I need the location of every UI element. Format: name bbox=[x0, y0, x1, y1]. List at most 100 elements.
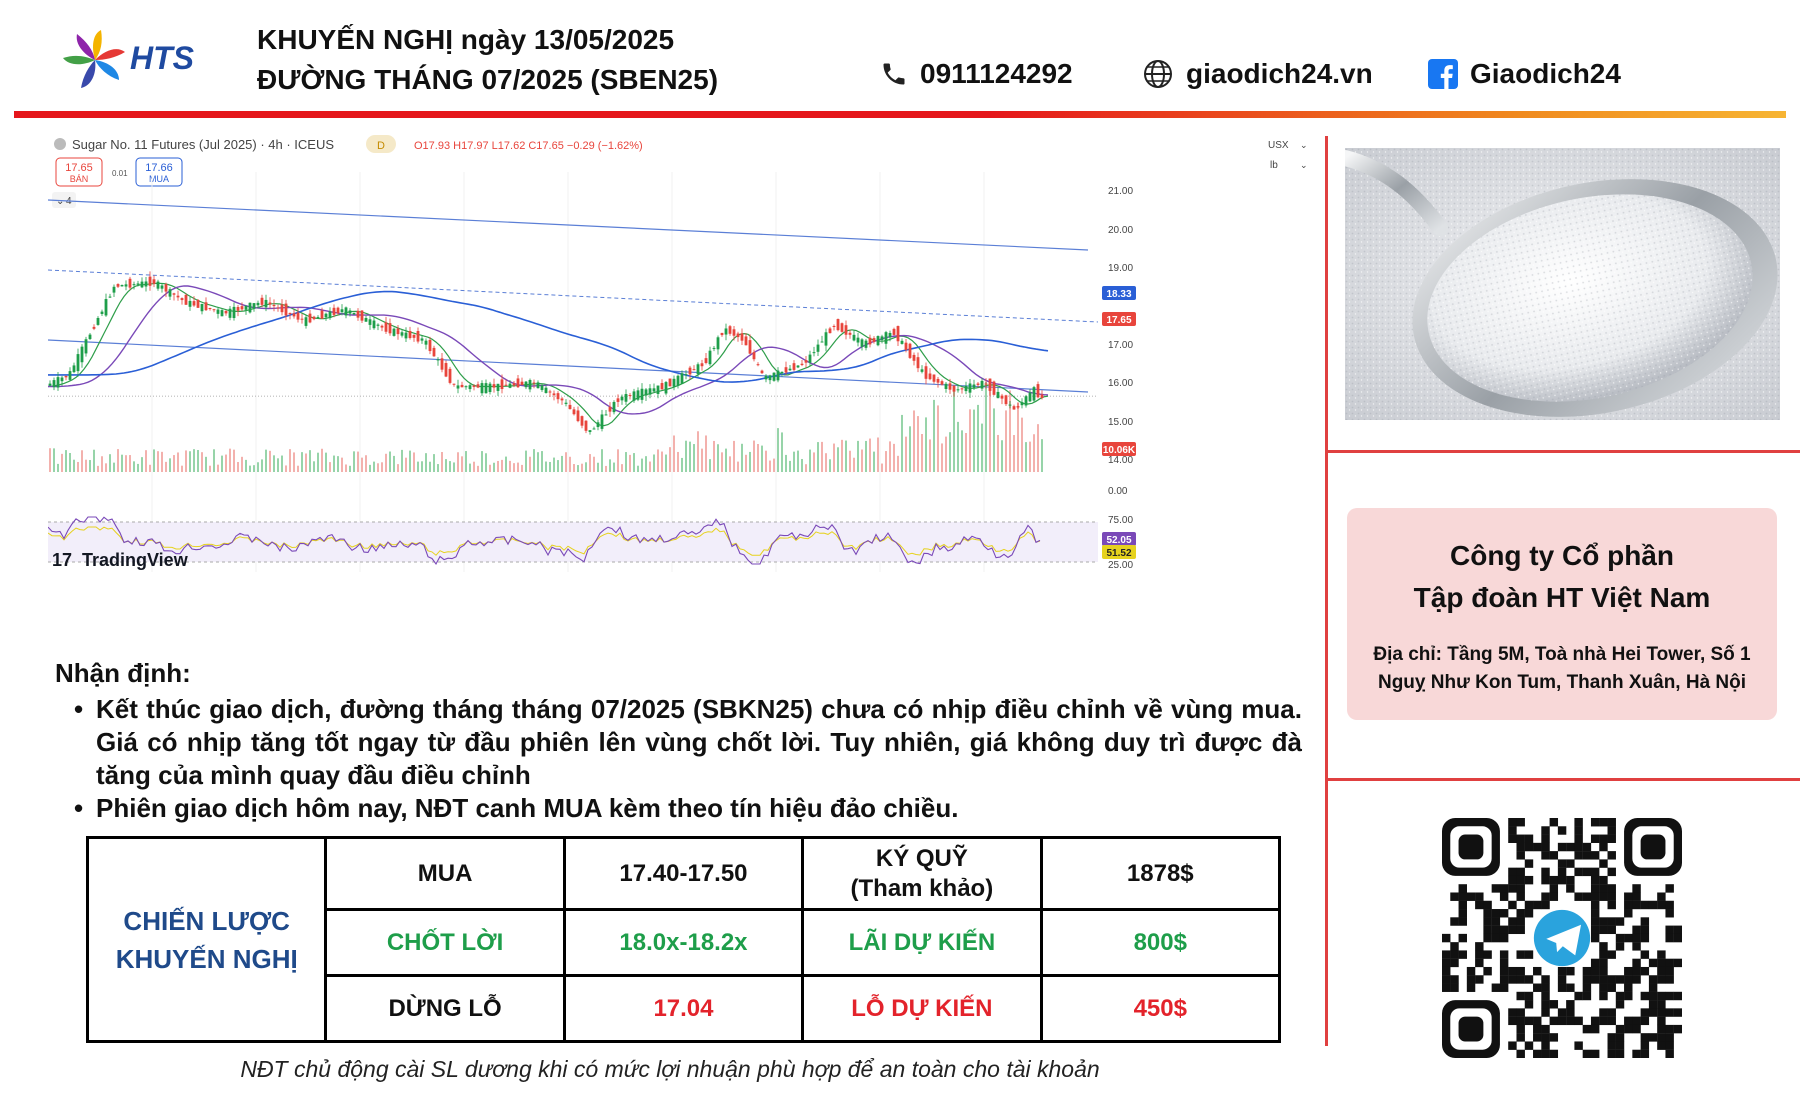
qr-module bbox=[1541, 1024, 1550, 1034]
volume-bar bbox=[217, 464, 219, 472]
candle-body bbox=[976, 383, 980, 385]
currency-select[interactable]: USX bbox=[1268, 140, 1289, 151]
volume-bar bbox=[281, 455, 283, 472]
sell-price: 17.65 bbox=[65, 162, 93, 174]
phone-contact[interactable]: 0911124292 bbox=[880, 58, 1073, 90]
candle-body bbox=[320, 310, 324, 319]
volume-bar bbox=[977, 404, 979, 472]
volume-bar bbox=[537, 452, 539, 472]
chevron-down-icon: ⌄ bbox=[56, 196, 64, 207]
qr-module bbox=[1508, 1041, 1517, 1050]
qr-module bbox=[1557, 875, 1567, 885]
buy-button[interactable]: 17.66 MUA bbox=[135, 157, 183, 187]
website-link[interactable]: giaodich24.vn bbox=[1186, 58, 1373, 89]
candle-body bbox=[444, 363, 448, 377]
volume-bar bbox=[97, 465, 99, 472]
qr-finder-eye bbox=[1640, 834, 1666, 860]
candle-body bbox=[536, 382, 540, 389]
qr-module bbox=[1499, 983, 1509, 992]
volume-bar bbox=[245, 459, 247, 472]
qr-module bbox=[1557, 859, 1567, 868]
price-tick-label: 0.00 bbox=[1108, 486, 1128, 497]
qr-module bbox=[1499, 933, 1509, 943]
qr-module bbox=[1615, 1000, 1625, 1009]
candle-body bbox=[284, 303, 288, 316]
channel-upper bbox=[48, 199, 1089, 251]
volume-bar bbox=[845, 440, 847, 472]
candle-body bbox=[460, 384, 464, 388]
volume-bar bbox=[337, 456, 339, 472]
qr-module bbox=[1557, 983, 1567, 992]
candle-body bbox=[172, 293, 176, 295]
qr-module bbox=[1466, 966, 1476, 976]
candle-body bbox=[140, 281, 144, 288]
volume-bar bbox=[233, 449, 235, 472]
volume-bar bbox=[933, 399, 935, 472]
qr-module bbox=[1450, 892, 1459, 901]
candle-body bbox=[636, 390, 640, 400]
qr-module bbox=[1499, 958, 1509, 968]
qr-module bbox=[1590, 875, 1600, 885]
volume-bar bbox=[349, 465, 351, 472]
volume-bar bbox=[449, 461, 451, 472]
candle-body bbox=[700, 363, 704, 367]
qr-module bbox=[1574, 991, 1583, 1001]
candle-body bbox=[440, 358, 444, 370]
qr-module bbox=[1648, 975, 1658, 984]
volume-bar bbox=[981, 423, 983, 472]
qr-module bbox=[1516, 1008, 1525, 1017]
qr-module bbox=[1516, 875, 1525, 885]
candle-body bbox=[476, 384, 480, 388]
qr-module bbox=[1499, 966, 1509, 976]
candle-body bbox=[600, 414, 604, 429]
volume-bar bbox=[969, 409, 971, 472]
website-contact[interactable]: giaodich24.vn bbox=[1142, 58, 1373, 90]
qr-module bbox=[1590, 958, 1600, 968]
volume-bar bbox=[409, 450, 411, 472]
qr-module bbox=[1566, 1000, 1575, 1009]
rsi-label: 52.05 bbox=[1106, 535, 1131, 546]
candle-body bbox=[884, 332, 888, 344]
qr-module bbox=[1648, 900, 1658, 910]
qr-module bbox=[1458, 884, 1467, 893]
candle-body bbox=[552, 393, 556, 396]
candle-body bbox=[360, 310, 364, 321]
candle-body bbox=[1040, 394, 1044, 398]
volume-bar bbox=[761, 445, 763, 472]
telegram-qr-code[interactable] bbox=[1442, 818, 1682, 1058]
qr-module bbox=[1499, 884, 1509, 893]
volume-bar bbox=[961, 430, 963, 472]
volume-bar bbox=[769, 460, 771, 472]
volume-bar bbox=[1037, 424, 1039, 472]
qr-module bbox=[1508, 1016, 1517, 1026]
qr-module bbox=[1632, 1024, 1641, 1034]
candle-body bbox=[784, 367, 788, 373]
qr-module bbox=[1557, 1008, 1567, 1017]
price-chart[interactable]: Sugar No. 11 Futures (Jul 2025) · 4h · I… bbox=[48, 132, 1318, 652]
qr-module bbox=[1458, 909, 1467, 918]
candle-body bbox=[148, 276, 152, 286]
facebook-page[interactable]: Giaodich24 bbox=[1470, 58, 1621, 89]
candle-body bbox=[404, 332, 408, 339]
qr-module bbox=[1533, 983, 1542, 992]
qr-module bbox=[1541, 826, 1550, 835]
candle-body bbox=[480, 383, 484, 394]
volume-bar bbox=[345, 464, 347, 472]
sell-button[interactable]: 17.65 BÁN bbox=[55, 157, 103, 187]
qr-module bbox=[1665, 1024, 1674, 1034]
qr-module bbox=[1632, 975, 1641, 984]
volume-bar bbox=[433, 454, 435, 472]
footnote: NĐT chủ động cài SL dương khi có mức lợi… bbox=[240, 1056, 1100, 1082]
volume-bar bbox=[677, 451, 679, 472]
candle-body bbox=[88, 334, 92, 340]
volume-bar bbox=[1017, 402, 1019, 472]
hts-logo bbox=[63, 30, 125, 88]
candle-body bbox=[756, 364, 760, 366]
candle-body bbox=[940, 381, 944, 385]
unit-select[interactable]: lb bbox=[1270, 160, 1278, 171]
candle-body bbox=[164, 284, 168, 292]
candle-body bbox=[720, 332, 724, 336]
facebook-contact[interactable]: Giaodich24 bbox=[1428, 58, 1621, 90]
candle-body bbox=[380, 325, 384, 328]
candle-body bbox=[608, 406, 612, 412]
